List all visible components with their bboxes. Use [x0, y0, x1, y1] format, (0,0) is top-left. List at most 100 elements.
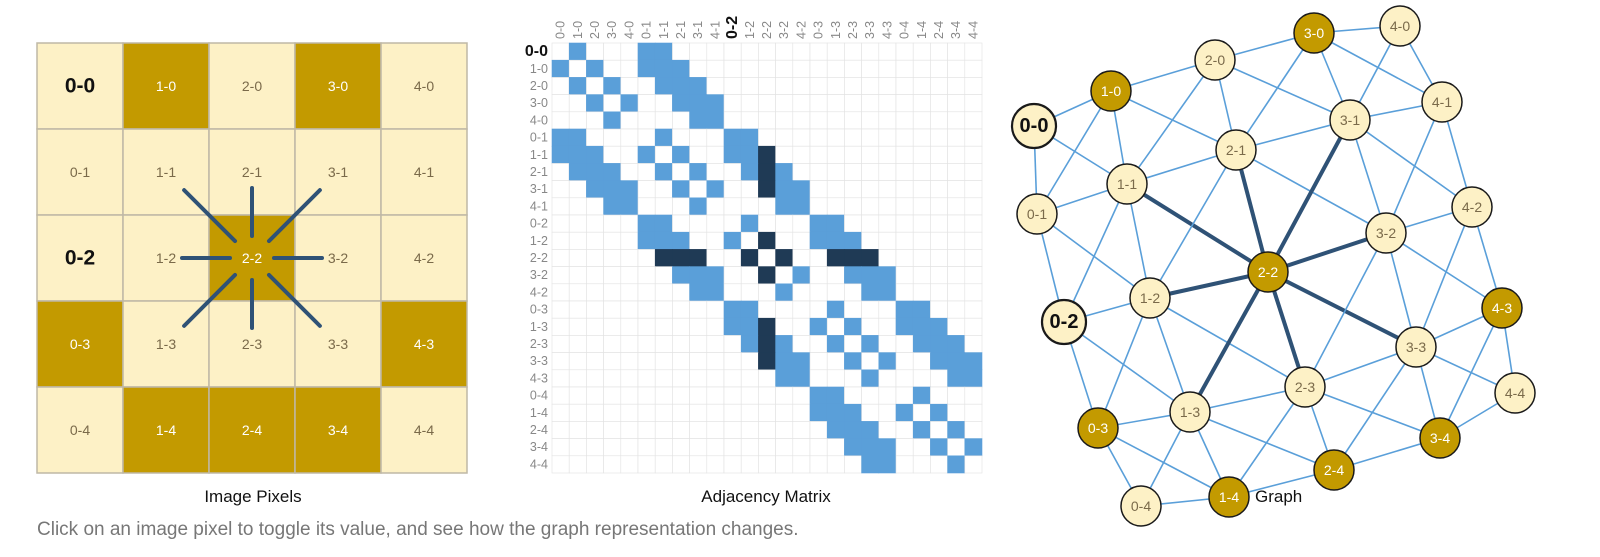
graph-node-1-2[interactable]: 1-2 — [1129, 277, 1171, 319]
graph-node-circle[interactable] — [1090, 70, 1132, 112]
pixel-fill[interactable] — [380, 300, 468, 388]
pixel-cell-4-1[interactable]: 4-1 — [380, 128, 468, 216]
graph-node-circle[interactable] — [1481, 287, 1523, 329]
graph-node-3-1[interactable]: 3-1 — [1329, 99, 1371, 141]
matrix-cell — [878, 249, 897, 267]
graph-node-3-4[interactable]: 3-4 — [1419, 417, 1461, 459]
graph-node-circle[interactable] — [1169, 391, 1211, 433]
graph-node-0-0[interactable]: 0-0 — [1010, 102, 1058, 150]
graph-node-circle[interactable] — [1247, 251, 1289, 293]
graph-node-1-3[interactable]: 1-3 — [1169, 391, 1211, 433]
graph-node-3-3[interactable]: 3-3 — [1395, 326, 1437, 368]
matrix-cell-on — [672, 249, 690, 267]
graph-node-2-3[interactable]: 2-3 — [1284, 366, 1326, 408]
matrix-cell — [964, 335, 983, 353]
graph-node-0-3[interactable]: 0-3 — [1077, 407, 1119, 449]
pixel-cell-0-4[interactable]: 0-4 — [36, 386, 124, 474]
graph-node-circle[interactable] — [1419, 417, 1461, 459]
pixel-cell-0-1[interactable]: 0-1 — [36, 128, 124, 216]
graph-node-circle[interactable] — [1077, 407, 1119, 449]
pixel-cell-0-2[interactable]: 0-2 — [36, 214, 124, 302]
graph-node-circle[interactable] — [1451, 186, 1493, 228]
graph-node-circle[interactable] — [1120, 485, 1162, 527]
matrix-cell — [861, 300, 880, 319]
graph-node-circle[interactable] — [1016, 193, 1058, 235]
pixel-fill[interactable] — [294, 386, 382, 474]
matrix-cell — [620, 369, 639, 388]
graph-node-4-1[interactable]: 4-1 — [1421, 81, 1463, 123]
pixel-cell-1-0[interactable]: 1-0 — [122, 42, 210, 130]
graph-node-2-1[interactable]: 2-1 — [1215, 129, 1257, 171]
graph-node-circle[interactable] — [1106, 163, 1148, 205]
pixel-fill[interactable] — [122, 42, 210, 130]
pixel-fill[interactable] — [380, 386, 468, 474]
graph-node-circle[interactable] — [1293, 12, 1335, 54]
matrix-col-label: 0-3 — [812, 21, 826, 39]
graph-node-0-2[interactable]: 0-2 — [1040, 298, 1088, 346]
pixel-cell-1-4[interactable]: 1-4 — [122, 386, 210, 474]
matrix-cell-on — [930, 335, 948, 353]
graph-node-1-1[interactable]: 1-1 — [1106, 163, 1148, 205]
matrix-cell-on — [654, 59, 673, 78]
pixel-cell-2-4[interactable]: 2-4 — [208, 386, 296, 474]
graph-node-4-4[interactable]: 4-4 — [1494, 372, 1536, 414]
graph-node-label: 2-1 — [1226, 142, 1246, 158]
graph-node-1-0[interactable]: 1-0 — [1090, 70, 1132, 112]
matrix-cell — [964, 231, 983, 250]
graph-node-2-0[interactable]: 2-0 — [1194, 39, 1236, 81]
pixel-cell-4-3[interactable]: 4-3 — [380, 300, 468, 388]
graph-node-3-0[interactable]: 3-0 — [1293, 12, 1335, 54]
graph-node-circle[interactable] — [1040, 298, 1088, 346]
graph-node-circle[interactable] — [1329, 99, 1371, 141]
pixel-cell-3-4[interactable]: 3-4 — [294, 386, 382, 474]
pixel-fill[interactable] — [208, 386, 296, 474]
graph-node-circle[interactable] — [1421, 81, 1463, 123]
pixel-cell-4-2[interactable]: 4-2 — [380, 214, 468, 302]
pixel-cell-0-0[interactable]: 0-0 — [36, 42, 124, 130]
graph-node-circle[interactable] — [1494, 372, 1536, 414]
graph-node-circle[interactable] — [1379, 5, 1421, 47]
pixel-fill[interactable] — [36, 42, 124, 130]
matrix-cell — [637, 94, 656, 113]
graph-node-circle[interactable] — [1208, 476, 1250, 518]
pixel-cell-4-0[interactable]: 4-0 — [380, 42, 468, 130]
graph-node-circle[interactable] — [1284, 366, 1326, 408]
pixel-cell-2-0[interactable]: 2-0 — [208, 42, 296, 130]
pixel-cell-4-4[interactable]: 4-4 — [380, 386, 468, 474]
pixel-cell-3-0[interactable]: 3-0 — [294, 42, 382, 130]
pixel-fill[interactable] — [208, 42, 296, 130]
graph-node-circle[interactable] — [1365, 212, 1407, 254]
matrix-cell — [620, 42, 639, 61]
graph-node-4-2[interactable]: 4-2 — [1451, 186, 1493, 228]
matrix-col-label: 1-2 — [743, 21, 757, 39]
graph-node-4-3[interactable]: 4-3 — [1481, 287, 1523, 329]
adjacency-matrix: 0-01-02-03-04-00-11-12-13-14-10-21-22-23… — [525, 16, 983, 474]
pixel-fill[interactable] — [36, 128, 124, 216]
graph-node-label: 4-3 — [1492, 300, 1512, 316]
graph-node-circle[interactable] — [1010, 102, 1058, 150]
graph-node-circle[interactable] — [1215, 129, 1257, 171]
graph-node-4-0[interactable]: 4-0 — [1379, 5, 1421, 47]
pixel-cell-0-3[interactable]: 0-3 — [36, 300, 124, 388]
graph-node-2-4[interactable]: 2-4 — [1313, 449, 1355, 491]
graph-node-2-2[interactable]: 2-2 — [1247, 251, 1289, 293]
graph-node-0-1[interactable]: 0-1 — [1016, 193, 1058, 235]
pixel-fill[interactable] — [380, 128, 468, 216]
matrix-cell — [947, 59, 966, 78]
graph-node-label: 0-3 — [1088, 420, 1108, 436]
pixel-fill[interactable] — [380, 214, 468, 302]
graph-node-1-4[interactable]: 1-4 — [1208, 476, 1250, 518]
matrix-cell — [775, 231, 794, 250]
pixel-fill[interactable] — [36, 300, 124, 388]
matrix-cell — [930, 145, 948, 164]
graph-node-circle[interactable] — [1129, 277, 1171, 319]
pixel-fill[interactable] — [36, 386, 124, 474]
graph-node-3-2[interactable]: 3-2 — [1365, 212, 1407, 254]
pixel-fill[interactable] — [36, 214, 124, 302]
matrix-cell — [861, 77, 880, 95]
graph-node-circle[interactable] — [1194, 39, 1236, 81]
graph-node-circle[interactable] — [1395, 326, 1437, 368]
graph-node-circle[interactable] — [1313, 449, 1355, 491]
graph-node-0-4[interactable]: 0-4 — [1120, 485, 1162, 527]
matrix-cell — [826, 42, 845, 61]
